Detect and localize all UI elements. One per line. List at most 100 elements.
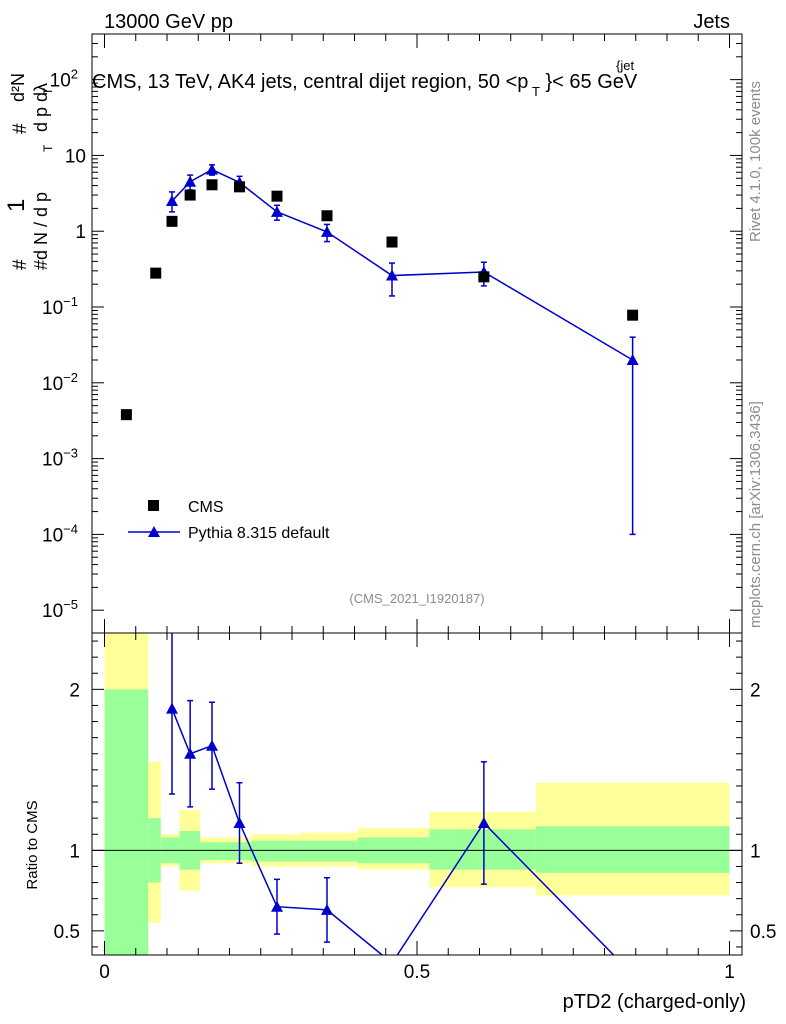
main-y-tick-label: 10−2 [42, 370, 78, 395]
ylabel-t-sub-2: T [41, 87, 55, 95]
ratio-y-tick-label-right: 0.5 [750, 922, 776, 943]
ratio-plot-area [92, 633, 742, 979]
cms-data-point [478, 271, 490, 283]
ylabel-hash-1: # [10, 259, 31, 270]
legend-cms-marker [148, 500, 159, 511]
ratio-y-tick-label-right: 1 [750, 841, 761, 862]
ratio-y-axis-label: Ratio to CMS [24, 800, 41, 889]
tick-base: 10 [42, 601, 63, 622]
main-title-text: CMS, 13 TeV, AK4 jets, central dijet reg… [92, 71, 638, 101]
cms-data-point [234, 181, 245, 193]
uncertainty-band-inner [200, 842, 224, 861]
x-tick-label: 0 [99, 962, 110, 983]
title-sub: T [532, 84, 540, 99]
uncertainty-band-inner [301, 840, 358, 862]
cms-data-point [386, 236, 398, 248]
tick-exponent: 2 [71, 67, 78, 82]
legend-mc-marker [148, 526, 160, 537]
tick-base: 10 [42, 374, 63, 395]
mc-point [184, 175, 197, 187]
ylabel-one: 1 [3, 199, 30, 212]
tick-base: 10 [50, 71, 71, 92]
analysis-watermark: (CMS_2021_I1920187) [349, 591, 484, 606]
header-process: 13000 GeV pp [104, 11, 233, 33]
mc-point [626, 353, 639, 365]
main-plot-area [120, 163, 639, 536]
mcplots-label: mcplots.cern.ch [arXiv:1306.3436] [747, 401, 764, 628]
cms-data-point [321, 210, 333, 222]
main-title: CMS, 13 TeV, AK4 jets, central dijet reg… [92, 58, 638, 101]
ratio-point [477, 816, 490, 828]
ratio-point [184, 747, 197, 759]
tick-exponent: −4 [63, 521, 78, 536]
ratio-point [206, 739, 218, 751]
tick-exponent: −2 [63, 370, 78, 385]
uncertainty-band-inner [104, 689, 149, 955]
ratio-y-tick-label: 1 [69, 841, 80, 862]
x-axis-label: pTD2 (charged-only) [563, 991, 746, 1013]
mc-point [271, 205, 283, 217]
main-y-axis-label: # 1 #d N / d p T # d²N d p dλ T [3, 73, 55, 270]
uncertainty-band-inner [535, 826, 730, 873]
ratio-point [386, 957, 398, 968]
ratio-point [627, 968, 639, 979]
ratio-point [233, 816, 246, 828]
tick-exponent: −5 [63, 597, 78, 612]
ratio-panel: 0.5 0.5 1 1 2 2 0 0.5 1 [54, 632, 776, 983]
x-tick-label: 0.5 [404, 962, 430, 983]
legend: CMS Pythia 8.315 default [128, 499, 330, 542]
ratio-y-tick-label: 2 [69, 680, 80, 701]
uncertainty-band-inner [251, 840, 302, 862]
ratio-point [166, 702, 178, 714]
mc-point [386, 269, 398, 281]
tick-base: 10 [42, 298, 63, 319]
cms-data-point [627, 309, 639, 321]
tick-base: 10 [42, 450, 63, 471]
main-y-tick-label: 10−5 [42, 597, 78, 622]
main-y-tick-label: 10−3 [42, 446, 78, 471]
main-y-tick-label: 102 [50, 67, 78, 92]
tick-base: 10 [65, 146, 86, 167]
ratio-point [321, 903, 333, 915]
main-y-tick-label: 10−1 [42, 294, 78, 319]
ylabel-denominator: d p dλ [31, 83, 51, 132]
mc-point [321, 225, 333, 237]
ratio-y-tick-label: 0.5 [54, 922, 80, 943]
ylabel-d2n: d²N [8, 73, 28, 102]
cms-data-point [184, 189, 196, 201]
main-y-tick-label: 10−4 [42, 521, 78, 546]
ratio-point [271, 900, 283, 912]
main-y-tick-label: 1 [75, 222, 86, 243]
ylabel-hash-2: # [10, 123, 31, 134]
legend-cms-label: CMS [188, 499, 224, 516]
cms-data-point [166, 215, 178, 227]
main-y-tick-label: 10 [65, 146, 86, 167]
ratio-frame [91, 632, 743, 956]
cms-data-point [271, 190, 283, 202]
uncertainty-band-inner [429, 829, 536, 870]
tick-base: 10 [42, 525, 63, 546]
rivet-version-label: Rivet 4.1.0, 100k events [747, 81, 764, 242]
x-tick-label: 1 [724, 962, 735, 983]
ylabel-dn-dpt: #d N / d p [31, 192, 51, 270]
tick-exponent: −3 [63, 446, 78, 461]
title-tail: }< 65 GeV [545, 71, 637, 93]
cms-data-point [206, 179, 218, 191]
ratio-y-tick-label-right: 2 [750, 680, 761, 701]
cms-data-point [150, 267, 162, 279]
mc-series-line [171, 168, 634, 361]
tick-base: 1 [75, 222, 86, 243]
title-main: CMS, 13 TeV, AK4 jets, central dijet reg… [92, 71, 528, 93]
mc-point [166, 195, 178, 207]
tick-exponent: −1 [63, 294, 78, 309]
main-frame [91, 33, 743, 634]
cms-data-point [120, 409, 132, 421]
mc-point [206, 163, 218, 175]
uncertainty-band-inner [223, 842, 252, 861]
ylabel-t-sub: T [41, 144, 55, 152]
title-sup: {jet [616, 58, 634, 73]
legend-mc-label: Pythia 8.315 default [188, 525, 330, 542]
header-analysis: Jets [693, 11, 730, 33]
